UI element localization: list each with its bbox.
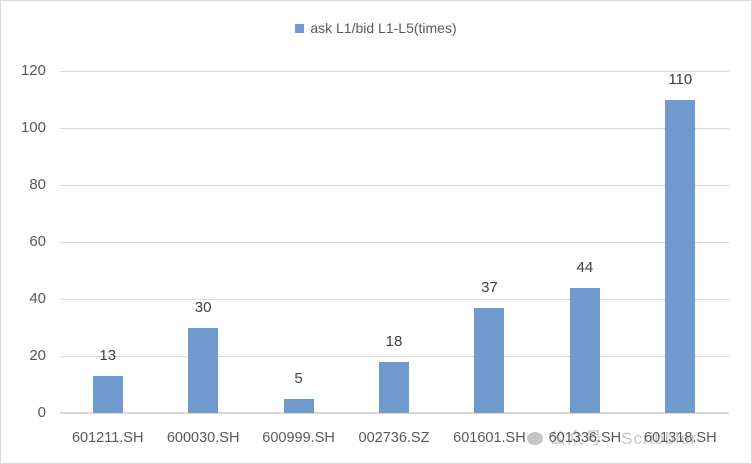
y-tick-label: 0 <box>37 404 46 421</box>
data-label: 44 <box>576 258 594 276</box>
gridline <box>60 299 729 300</box>
y-tick-label: 80 <box>29 176 46 193</box>
bar <box>379 361 409 413</box>
data-label: 13 <box>99 346 117 364</box>
data-label: 18 <box>385 332 403 350</box>
x-tick-label: 601318.SH <box>644 430 717 446</box>
watermark: 公众号 · Scribbler <box>527 424 697 449</box>
y-tick-label: 40 <box>29 290 46 307</box>
wechat-icon <box>527 432 543 445</box>
gridline <box>60 356 729 357</box>
x-tick-label: 600999.SH <box>262 430 335 446</box>
bar <box>283 398 314 413</box>
gridline <box>60 242 729 243</box>
data-label: 37 <box>481 278 498 296</box>
y-tick-label: 20 <box>29 347 46 364</box>
bar <box>474 307 505 413</box>
legend: ask L1/bid L1-L5(times) <box>0 20 752 36</box>
legend-swatch <box>295 24 305 33</box>
bar <box>92 375 123 413</box>
x-tick-label: 002736.SZ <box>358 430 430 446</box>
gridline <box>60 71 729 72</box>
bar <box>569 287 600 413</box>
gridline <box>60 128 729 129</box>
data-label: 110 <box>668 70 693 88</box>
y-tick-label: 120 <box>20 62 46 79</box>
watermark-text: 公众号 · Scribbler <box>549 429 698 448</box>
data-label: 30 <box>194 298 212 316</box>
x-tick-label: 600030.SH <box>166 430 240 446</box>
y-tick-label: 100 <box>20 119 46 136</box>
bar <box>188 327 219 413</box>
gridline <box>60 185 729 186</box>
legend-label: ask L1/bid L1-L5(times) <box>310 20 457 36</box>
bar <box>665 99 696 413</box>
y-tick-label: 60 <box>29 233 46 250</box>
x-axis-line <box>60 412 729 414</box>
x-tick-label: 601336.SH <box>548 430 622 446</box>
data-label: 5 <box>294 369 303 387</box>
x-tick-label: 601601.SH <box>453 430 526 446</box>
x-tick-label: 601211.SH <box>71 430 144 446</box>
